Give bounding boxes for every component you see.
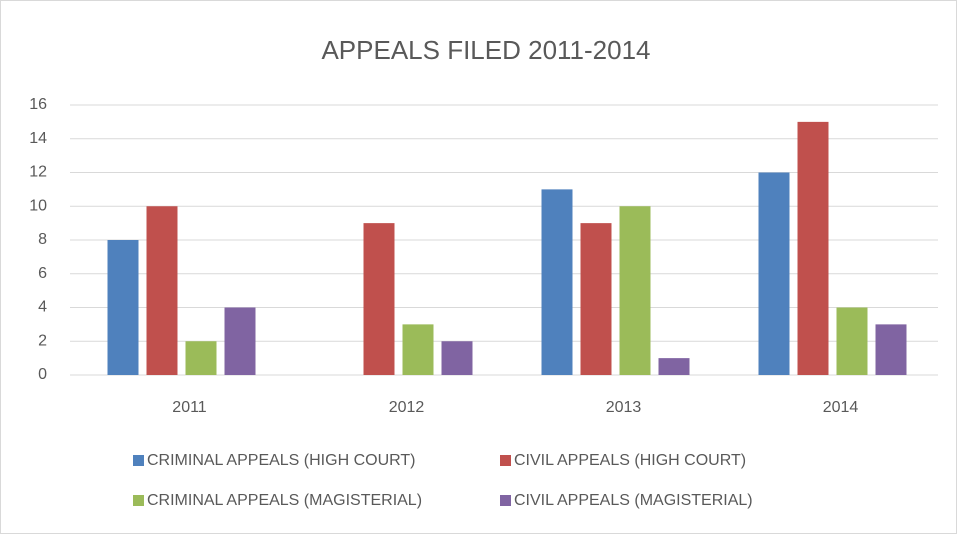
legend-label: CRIMINAL APPEALS (MAGISTERIAL): [147, 492, 422, 509]
bar: [580, 223, 612, 375]
bar: [541, 189, 573, 375]
legend-label: CIVIL APPEALS (MAGISTERIAL): [514, 492, 753, 509]
x-tick-label: 2013: [606, 399, 642, 416]
bar: [836, 307, 868, 375]
y-tick-label: 6: [38, 265, 47, 282]
chart-title: APPEALS FILED 2011-2014: [321, 35, 650, 65]
y-tick-label: 8: [38, 231, 47, 248]
bar: [797, 121, 829, 375]
bar: [402, 324, 434, 375]
bar: [441, 341, 473, 375]
bar: [185, 341, 217, 375]
y-tick-label: 14: [29, 130, 47, 147]
x-tick-label: 2014: [823, 399, 859, 416]
bar: [224, 307, 256, 375]
y-tick-label: 4: [38, 299, 47, 316]
y-tick-label: 0: [38, 366, 47, 383]
bar: [363, 223, 395, 375]
x-tick-label: 2011: [172, 399, 207, 416]
legend-label: CRIMINAL APPEALS (HIGH COURT): [147, 452, 416, 469]
bar: [875, 324, 907, 375]
y-tick-label: 12: [29, 164, 47, 181]
legend-swatch: [133, 455, 144, 466]
bar: [107, 240, 139, 375]
y-tick-label: 10: [29, 197, 47, 214]
legend-swatch: [500, 455, 511, 466]
legend-swatch: [133, 495, 144, 506]
bar: [758, 172, 790, 375]
bar: [658, 358, 690, 375]
y-tick-label: 2: [38, 332, 47, 349]
bar: [146, 206, 178, 375]
legend-label: CIVIL APPEALS (HIGH COURT): [514, 452, 746, 469]
bar: [619, 206, 651, 375]
x-tick-label: 2012: [389, 399, 425, 416]
legend-swatch: [500, 495, 511, 506]
y-tick-label: 16: [29, 96, 47, 113]
